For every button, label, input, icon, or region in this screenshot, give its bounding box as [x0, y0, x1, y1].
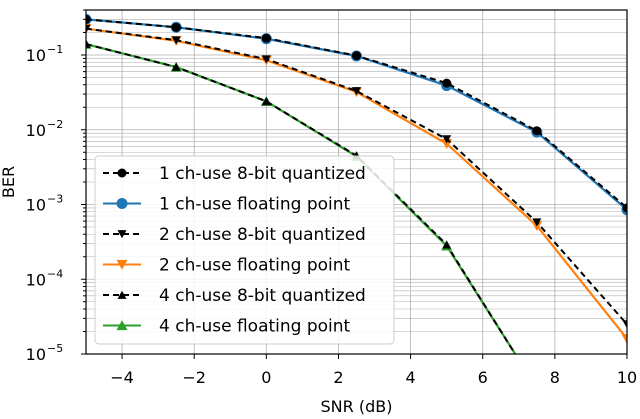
- data-point: [532, 218, 542, 227]
- data-point: [261, 55, 271, 64]
- legend-label: 1 ch-use 8-bit quantized: [159, 164, 366, 184]
- y-axis-label: BER: [0, 166, 18, 198]
- y-tick-exponent: −1: [47, 43, 63, 56]
- y-tick-exponent: −2: [47, 118, 63, 131]
- data-point: [171, 62, 181, 71]
- data-point: [352, 51, 361, 61]
- legend-label: 2 ch-use 8-bit quantized: [159, 225, 366, 245]
- series-1: [86, 14, 627, 213]
- legend-marker: [117, 290, 127, 299]
- x-tick-label: 8: [550, 368, 560, 387]
- legend-label: 4 ch-use floating point: [159, 317, 351, 337]
- data-point: [622, 320, 627, 329]
- legend-marker: [117, 230, 127, 239]
- legend-item: 2 ch-use floating point: [103, 256, 351, 276]
- legend-label: 1 ch-use floating point: [159, 195, 351, 215]
- x-tick-label: 0: [261, 368, 271, 387]
- x-tick-label: 6: [478, 368, 488, 387]
- y-tick-label: 10: [26, 270, 46, 289]
- x-tick-label: −2: [182, 368, 206, 387]
- legend-box: [94, 155, 395, 345]
- data-point: [621, 334, 627, 344]
- data-point: [261, 97, 271, 106]
- data-point: [442, 135, 452, 144]
- legend-item: 4 ch-use 8-bit quantized: [103, 286, 366, 306]
- data-point: [261, 33, 271, 43]
- legend: 1 ch-use 8-bit quantized 1 ch-use floatin…: [94, 155, 395, 345]
- x-axis-label: SNR (dB): [321, 397, 393, 416]
- legend-marker: [116, 259, 128, 270]
- data-point: [171, 22, 181, 32]
- legend-label: 2 ch-use floating point: [159, 256, 351, 276]
- data-point: [442, 240, 452, 249]
- legend-item: 1 ch-use 8-bit quantized: [103, 164, 366, 184]
- y-tick-label: 10: [26, 196, 46, 215]
- y-tick-exponent: −4: [47, 267, 63, 280]
- legend-item: 1 ch-use floating point: [103, 195, 351, 215]
- series-group: [86, 13, 627, 354]
- data-point: [171, 36, 181, 45]
- data-point: [86, 14, 91, 24]
- legend-marker: [116, 198, 128, 209]
- x-tick-label: −4: [110, 368, 134, 387]
- y-tick-exponent: −5: [47, 342, 63, 355]
- data-point: [352, 87, 361, 96]
- y-tick-label: 10: [26, 46, 46, 65]
- data-point: [532, 126, 542, 136]
- series-5: [86, 39, 517, 354]
- legend-marker: [116, 320, 128, 331]
- legend-item: 4 ch-use floating point: [103, 317, 351, 337]
- x-tick-label: 4: [406, 368, 416, 387]
- series-line: [86, 43, 517, 354]
- legend-marker: [117, 168, 127, 178]
- y-tick-label: 10: [26, 345, 46, 364]
- data-point: [442, 78, 452, 88]
- legend-item: 2 ch-use 8-bit quantized: [103, 225, 366, 245]
- series-3: [86, 24, 627, 329]
- data-point: [622, 203, 627, 213]
- data-point: [86, 24, 91, 33]
- y-tick-label: 10: [26, 121, 46, 140]
- legend-label: 4 ch-use 8-bit quantized: [159, 286, 366, 306]
- x-tick-label: 10: [617, 368, 637, 387]
- x-tick-label: 2: [333, 368, 343, 387]
- data-point: [86, 39, 91, 48]
- y-tick-exponent: −3: [47, 193, 63, 206]
